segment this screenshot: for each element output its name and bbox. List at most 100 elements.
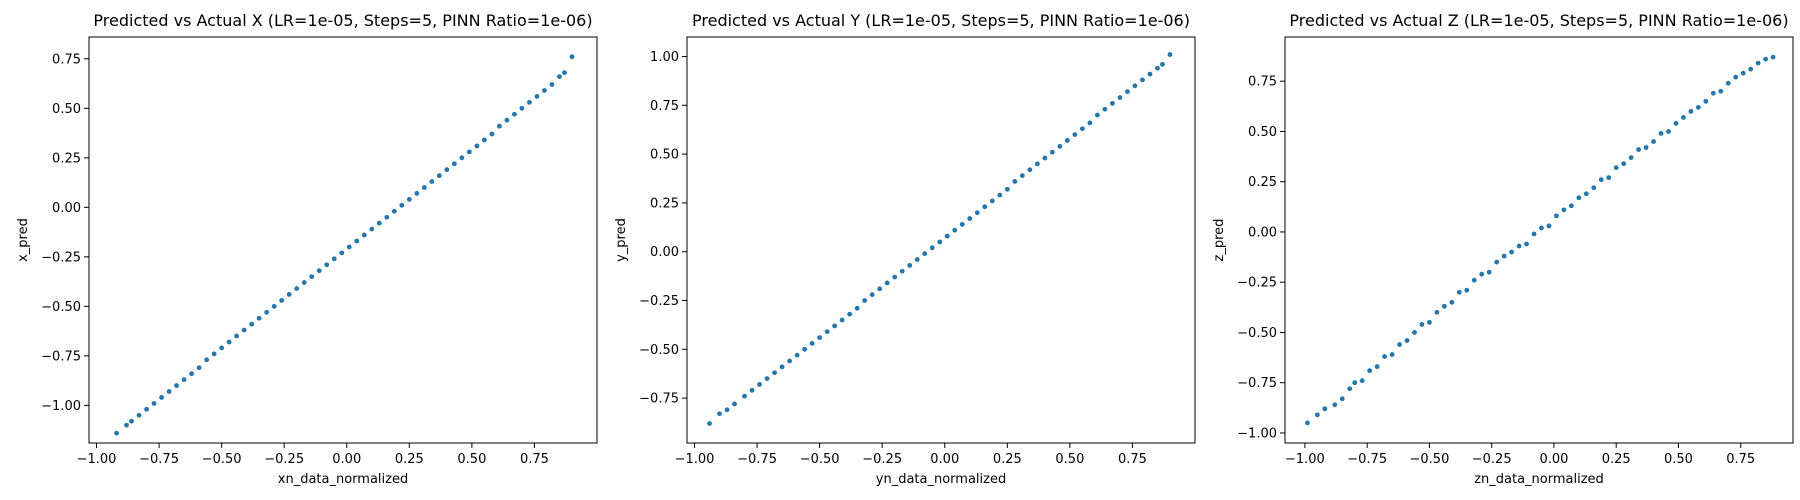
data-point — [1621, 161, 1627, 167]
data-point — [151, 400, 157, 406]
data-point — [219, 345, 225, 351]
data-point — [1725, 80, 1731, 86]
data-point — [1072, 132, 1078, 138]
data-point — [136, 412, 142, 418]
data-point — [877, 286, 883, 292]
data-point — [914, 257, 920, 262]
data-point — [1389, 352, 1395, 357]
data-point — [1546, 223, 1552, 229]
data-point — [144, 406, 149, 412]
y-tick-label: 0.50 — [650, 148, 679, 163]
data-point — [1027, 167, 1033, 173]
data-point — [1305, 420, 1310, 426]
data-point — [1568, 203, 1574, 209]
data-point — [414, 191, 420, 196]
data-point — [406, 197, 412, 202]
plot-frame — [88, 36, 598, 444]
chart-title: Predicted vs Actual Y (LR=1e-05, Steps=5… — [692, 11, 1190, 30]
data-point — [732, 401, 737, 407]
data-point — [249, 321, 255, 327]
y-tick-label: −0.50 — [1237, 326, 1277, 341]
data-point — [989, 198, 995, 204]
data-point — [787, 358, 792, 364]
data-point — [967, 216, 973, 221]
data-point — [1486, 269, 1492, 275]
data-point — [569, 54, 575, 60]
data-point — [1636, 147, 1642, 152]
data-point — [384, 214, 390, 220]
y-tick-label: −1.00 — [1237, 426, 1277, 441]
data-point — [1427, 320, 1432, 325]
data-point — [1554, 213, 1559, 219]
data-point — [1464, 287, 1470, 293]
data-point — [1441, 303, 1447, 309]
x-tick-label: −0.75 — [139, 452, 179, 467]
data-point — [817, 335, 823, 340]
data-point — [1332, 402, 1338, 408]
data-point — [1695, 104, 1701, 110]
data-point — [129, 418, 134, 424]
y-axis-label: x_pred — [16, 218, 31, 262]
data-point — [286, 292, 292, 297]
data-point — [204, 357, 210, 363]
data-point — [1598, 177, 1604, 183]
y-tick-label: −0.75 — [41, 349, 81, 364]
data-point — [839, 317, 845, 323]
y-tick-label: 0.25 — [1248, 175, 1277, 190]
data-point — [1064, 138, 1070, 143]
data-point — [892, 274, 898, 280]
y-tick-label: −0.75 — [639, 392, 679, 407]
data-point — [1606, 175, 1612, 181]
x-tick-label: −0.75 — [737, 452, 777, 467]
data-point — [1434, 309, 1440, 315]
data-point — [1509, 249, 1515, 255]
y-tick-label: 1.00 — [650, 50, 679, 65]
data-point — [1576, 195, 1582, 201]
data-point — [922, 251, 928, 257]
panel-x: Predicted vs Actual X (LR=1e-05, Steps=5… — [16, 11, 598, 487]
data-point — [724, 407, 730, 413]
data-point — [542, 88, 547, 93]
y-tick-label: 0.50 — [52, 102, 81, 117]
data-point — [907, 262, 913, 268]
data-point — [997, 192, 1003, 198]
data-point — [1397, 342, 1402, 347]
data-point — [862, 298, 868, 303]
x-tick-label: −0.25 — [862, 452, 902, 467]
y-tick-label: 0.75 — [52, 52, 81, 67]
scatter-series — [1305, 54, 1776, 426]
data-point — [166, 389, 172, 394]
scatter-series — [707, 52, 1173, 426]
data-point — [1374, 364, 1380, 370]
y-tick-label: −1.00 — [41, 399, 81, 414]
data-point — [1057, 143, 1063, 149]
data-point — [1658, 131, 1664, 136]
data-point — [301, 280, 307, 285]
x-axis-label: yn_data_normalized — [876, 472, 1006, 487]
data-point — [974, 210, 980, 216]
plot-frame — [686, 36, 1196, 444]
data-point — [1160, 61, 1165, 67]
data-point — [451, 161, 457, 167]
data-point — [1347, 386, 1353, 392]
data-point — [952, 227, 958, 233]
data-point — [519, 105, 525, 111]
data-point — [1770, 54, 1776, 60]
data-point — [1561, 207, 1567, 213]
y-axis-label: y_pred — [614, 218, 629, 262]
data-point — [1524, 241, 1529, 247]
chart-title: Predicted vs Actual Z (LR=1e-05, Steps=5… — [1289, 11, 1788, 30]
data-point — [832, 323, 838, 329]
x-tick-label: 0.75 — [520, 452, 549, 467]
data-point — [854, 305, 860, 311]
x-tick-label: −0.25 — [1472, 452, 1512, 467]
data-point — [1613, 165, 1619, 171]
data-point — [1110, 100, 1115, 106]
x-tick-label: −0.75 — [1347, 452, 1387, 467]
y-tick-label: 0.00 — [650, 245, 679, 260]
data-point — [1643, 145, 1649, 150]
data-point — [1516, 243, 1522, 249]
data-point — [1087, 120, 1093, 126]
data-point — [429, 179, 435, 184]
